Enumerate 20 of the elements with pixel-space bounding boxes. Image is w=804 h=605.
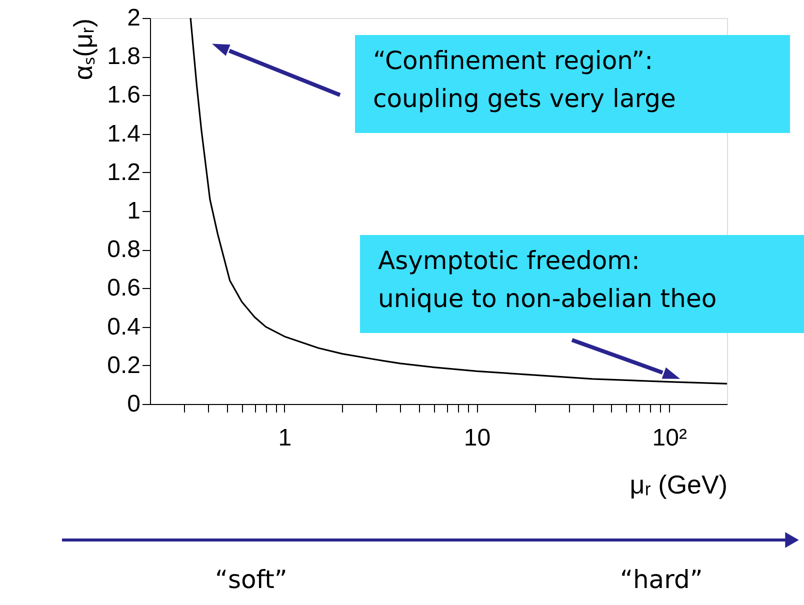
text: “soft” [215,565,288,594]
y-tick-label: 2 [127,4,140,32]
y-tick-label: 1 [127,198,140,224]
y-tick-label: 1.2 [107,158,140,186]
x-tick-label: 10 [464,424,491,452]
annotation: “Confinement region”: coupling gets very large [373,46,676,113]
text: “hard” [620,565,703,594]
x-axis-title: μᵣ (GeV) [630,470,728,500]
y-tick-label: 1.8 [107,43,140,70]
y-tick-label: 0.4 [107,313,140,340]
x-tick-label: 10² [652,424,687,452]
y-tick-label: 1.6 [107,82,140,109]
y-tick-label: 0.8 [107,236,140,264]
y-tick-label: 0 [127,390,140,418]
y-tick-label: 0.2 [107,352,140,379]
y-tick-label: 1.4 [107,120,140,148]
y-tick-label: 0.6 [107,274,140,302]
annotation: Asymptotic freedom: unique to non-abelian theo [378,246,717,313]
x-tick-label: 1 [278,424,292,452]
y-axis-title: αₛ(μᵣ) [68,18,98,80]
